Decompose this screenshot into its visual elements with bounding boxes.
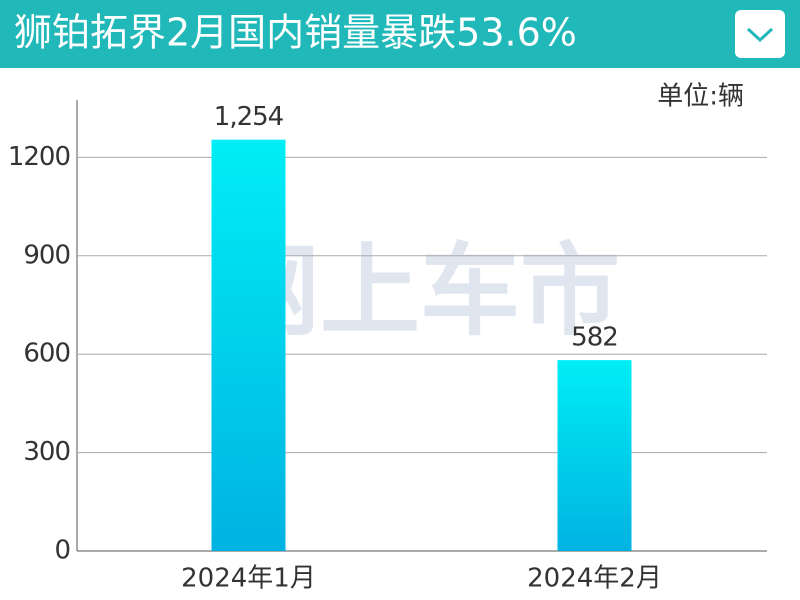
y-tick-label: 300: [23, 437, 70, 467]
chart-title: 狮铂拓界2月国内销量暴跌53.6%: [14, 11, 577, 55]
value-label: 1,254: [214, 102, 284, 132]
watermark: 网上车市: [220, 232, 620, 349]
bar: [211, 139, 286, 552]
x-tick-label: 2024年2月: [527, 564, 662, 594]
unit-label: 单位:辆: [657, 82, 744, 112]
y-tick-label: 1200: [8, 142, 70, 172]
title-bar: [0, 0, 800, 68]
dropdown-arrow[interactable]: [746, 27, 774, 43]
dropdown-box[interactable]: [735, 10, 785, 58]
dropdown-button[interactable]: [735, 10, 785, 58]
y-tick-label: 0: [54, 536, 70, 566]
x-tick-label: 2024年1月: [181, 564, 316, 594]
y-tick-label: 600: [23, 339, 70, 369]
value-label: 582: [571, 323, 618, 353]
y-tick-label: 900: [23, 240, 70, 270]
bar: [557, 360, 632, 551]
